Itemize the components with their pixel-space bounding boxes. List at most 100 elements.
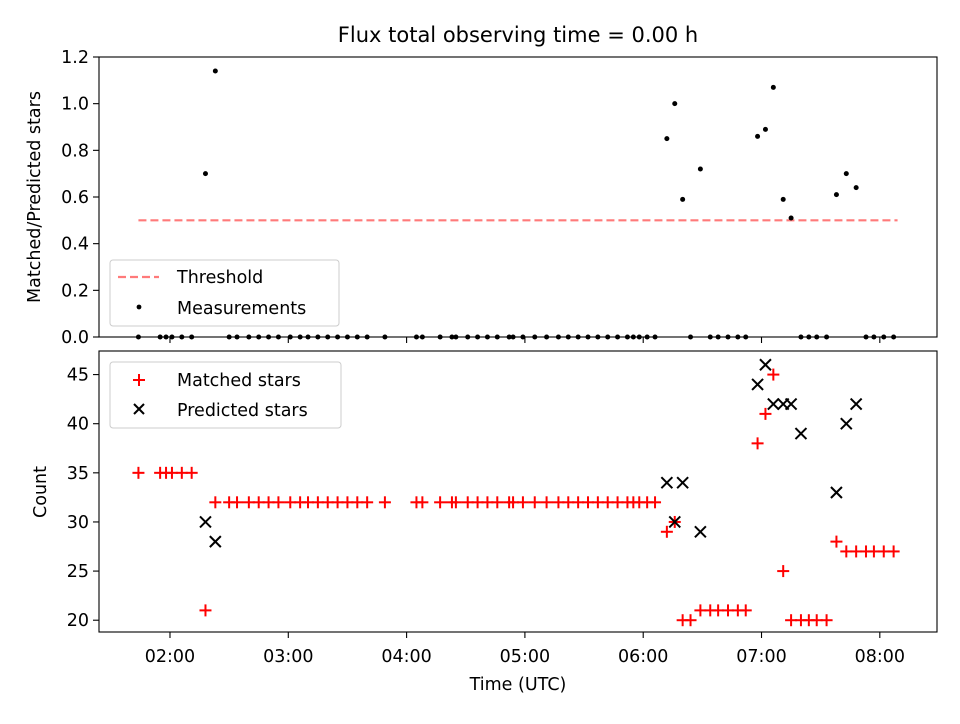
measurement-point [453, 334, 459, 340]
measurement-point [506, 334, 512, 340]
predicted-star-marker [759, 358, 772, 371]
matched-star-marker [272, 496, 285, 509]
legend-threshold-label: Threshold [176, 268, 263, 288]
count-y-tick-label: 30 [67, 513, 89, 533]
ratio-y-tick-label: 0.4 [61, 235, 89, 255]
matched-star-marker [516, 496, 529, 509]
measurement-point [725, 334, 731, 340]
predicted-star-marker [830, 486, 843, 499]
measurement-point [226, 334, 232, 340]
measurement-point [510, 334, 516, 340]
measurement-point [565, 334, 571, 340]
measurement-point [630, 334, 636, 340]
measurement-point [335, 334, 341, 340]
matched-star-marker [361, 496, 374, 509]
matched-star-marker [185, 466, 198, 479]
measurement-point [585, 334, 591, 340]
measurement-point [266, 334, 272, 340]
predicted-star-marker [840, 417, 853, 430]
ratio-legend-box [109, 259, 340, 327]
ratio-y-tick-label: 0.8 [61, 141, 89, 161]
matched-star-marker [132, 466, 145, 479]
measurement-point [595, 334, 601, 340]
measurement-point [644, 334, 650, 340]
matched-star-marker [649, 496, 662, 509]
ratio-legend: Threshold Measurements [109, 259, 340, 327]
count-y-tick-label: 20 [67, 611, 89, 631]
measurement-point [652, 334, 658, 340]
measurement-point [762, 126, 768, 132]
measurement-point [544, 334, 550, 340]
ratio-y-tick-label: 0.6 [61, 188, 89, 208]
measurement-point [354, 334, 360, 340]
legend-predicted-swatch [133, 403, 145, 415]
x-tick-label: 07:00 [736, 647, 786, 667]
matched-star-marker [199, 604, 212, 617]
ratio-y-tick-label: 1.2 [61, 48, 89, 68]
measurement-point [743, 334, 749, 340]
predicted-star-marker [676, 476, 689, 489]
predicted-star-marker [209, 535, 222, 548]
matched-star-marker [528, 496, 541, 509]
measurement-point [382, 334, 388, 340]
measurement-point [824, 334, 830, 340]
measurement-point [163, 334, 169, 340]
x-tick-label: 08:00 [855, 647, 905, 667]
x-tick-label: 02:00 [145, 647, 195, 667]
measurement-point [297, 334, 303, 340]
measurement-point [853, 185, 859, 191]
ratio-y-tick-label: 0.0 [61, 328, 89, 348]
measurement-point [305, 334, 311, 340]
measurement-point [475, 334, 481, 340]
measurement-point [179, 334, 185, 340]
predicted-star-marker [784, 397, 798, 411]
ratio-y-tick-label: 1.0 [61, 95, 89, 115]
measurement-point [806, 334, 812, 340]
measurement-point [449, 334, 455, 340]
measurement-point [664, 136, 670, 142]
measurement-point [315, 334, 321, 340]
measurement-point [871, 334, 877, 340]
measurement-point [419, 334, 425, 340]
measurement-point [465, 334, 471, 340]
measurement-point [520, 334, 526, 340]
x-tick-label: 03:00 [263, 647, 313, 667]
measurement-point [833, 192, 839, 198]
predicted-star-marker [849, 397, 863, 411]
measurement-point [189, 334, 195, 340]
predicted-star-marker [794, 427, 808, 440]
measurement-point [863, 334, 869, 340]
measurement-point [364, 334, 370, 340]
measurement-point [672, 101, 678, 107]
predicted-star-marker [751, 378, 764, 391]
measurement-point [881, 334, 887, 340]
measurement-point [555, 334, 561, 340]
measurement-point [770, 84, 776, 90]
measurement-point [843, 171, 849, 177]
measurement-point [325, 334, 331, 340]
legend-measurements-label: Measurements [177, 299, 306, 319]
count-panel: Count Time (UTC) 20 25 30 35 40 45 02:00 03:00… [31, 350, 938, 695]
matched-star-marker [830, 535, 843, 548]
matched-star-marker [751, 437, 764, 450]
measurement-point [484, 334, 490, 340]
legend-matched-label: Matched stars [177, 371, 301, 391]
measurement-point [715, 334, 721, 340]
predicted-star-marker [660, 476, 674, 489]
figure-title: Flux total observing time = 0.00 h [338, 23, 698, 47]
matched-star-marker [231, 496, 244, 509]
measurement-point [688, 334, 694, 340]
measurement-point [636, 334, 642, 340]
ratio-panel: Matched/Predicted stars 0.0 0.2 0.4 0.6 0.8 1… [25, 48, 938, 348]
count-y-tick-label: 45 [67, 366, 89, 386]
measurement-point [788, 215, 794, 221]
legend-matched-swatch [133, 374, 145, 386]
measurement-point [212, 68, 218, 74]
count-y-tick-label: 35 [67, 464, 89, 484]
measurement-point [798, 334, 804, 340]
predicted-star-marker [668, 515, 681, 529]
measurement-point [169, 334, 175, 340]
matched-star-marker [739, 604, 752, 617]
measurement-point [891, 334, 897, 340]
